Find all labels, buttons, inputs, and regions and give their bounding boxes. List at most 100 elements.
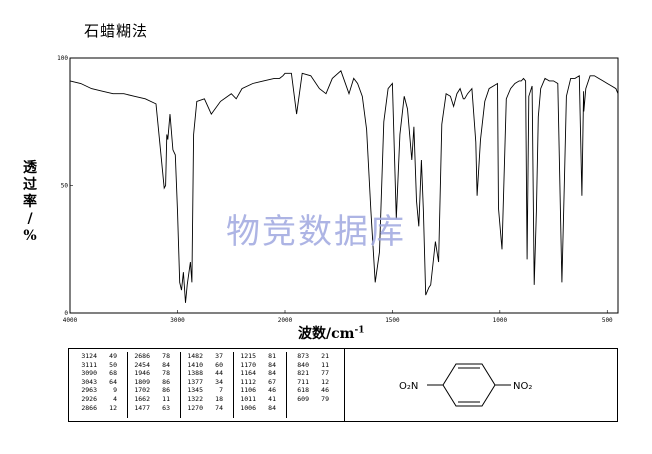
watermark: 物竞数据库 [226, 212, 406, 252]
peak-table-row: 2866 12 [75, 404, 127, 413]
peak-transmittance: 78 [162, 369, 170, 378]
peak-wavenumber: 609 [297, 394, 309, 403]
peak-wavenumber: 1011 [240, 394, 256, 403]
peak-transmittance: 81 [268, 352, 276, 360]
y-axis-label-char: 过 [23, 177, 37, 193]
x-tick-label: 3000 [170, 317, 185, 324]
peak-table-row: 1215 81 [234, 352, 286, 361]
peak-wavenumber: 711 [297, 377, 309, 386]
peak-table-row: 1482 37 [181, 352, 233, 361]
peak-table-row: 1809 86 [128, 378, 180, 387]
peak-wavenumber: 1345 [187, 386, 203, 395]
peak-table-row: 3111 50 [75, 361, 127, 370]
peak-transmittance: 84 [268, 369, 276, 378]
peak-wavenumber: 2866 [81, 403, 97, 412]
peak-transmittance: 7 [219, 386, 223, 395]
peak-wavenumber: 618 [297, 386, 309, 395]
peak-transmittance: 67 [268, 377, 276, 386]
x-tick-label: 4000 [63, 317, 78, 324]
peak-table-row: 3124 49 [75, 352, 127, 361]
y-tick-label: 100 [57, 55, 68, 62]
peak-table-row: 1662 11 [128, 395, 180, 404]
peak-transmittance: 60 [215, 360, 223, 369]
peak-transmittance: 79 [321, 394, 329, 403]
x-tick-label: 1000 [493, 317, 508, 324]
peak-wavenumber: 1946 [134, 369, 150, 378]
peak-wavenumber: 3043 [81, 377, 97, 386]
x-tick-label: 1500 [385, 317, 400, 324]
nitro-group-right: NO₂ [513, 381, 532, 392]
peak-wavenumber: 1377 [187, 377, 203, 386]
peak-wavenumber: 1410 [187, 360, 203, 369]
peak-table-column: 2686 78 2454 84 1946 78 1809 86 1702 86 1662 11 1477… [128, 352, 181, 418]
peak-transmittance: 21 [321, 352, 329, 360]
peak-wavenumber: 3124 [81, 352, 97, 360]
peak-table-column: 3124 49 3111 50 3090 68 3043 64 2963 9 2926 4 2866 12 [75, 352, 128, 418]
peak-table-row: 1322 18 [181, 395, 233, 404]
spectrum-line [69, 70, 619, 303]
peak-table-row: 1112 67 [234, 378, 286, 387]
y-tick-label: 50 [61, 183, 69, 190]
structure-panel: O₂N NO₂ [345, 348, 618, 422]
peak-table-row: 1477 63 [128, 404, 180, 413]
peak-wavenumber: 1006 [240, 403, 256, 412]
peak-table-row: 2963 9 [75, 386, 127, 395]
peak-transmittance: 49 [109, 352, 117, 360]
peak-table-row: 840 11 [287, 361, 340, 370]
peak-table-column: 1482 37 1410 60 1388 44 1377 34 1345 7 1322 18 1270 7… [181, 352, 234, 418]
peak-transmittance: 68 [109, 369, 117, 378]
peak-wavenumber: 1482 [187, 352, 203, 360]
peak-table-row: 3090 68 [75, 369, 127, 378]
peak-table-row: 1270 74 [181, 404, 233, 413]
peak-transmittance: 46 [268, 386, 276, 395]
peak-transmittance: 86 [162, 386, 170, 395]
peak-wavenumber: 873 [297, 352, 309, 360]
y-tick-label: 0 [64, 310, 68, 317]
peak-transmittance: 12 [321, 377, 329, 386]
peak-table-row: 1106 46 [234, 386, 286, 395]
peak-transmittance: 41 [268, 394, 276, 403]
peak-wavenumber: 1106 [240, 386, 256, 395]
peak-table-row: 2454 84 [128, 361, 180, 370]
peak-wavenumber: 1270 [187, 403, 203, 412]
peak-transmittance: 11 [162, 394, 170, 403]
peak-table-row: 609 79 [287, 395, 340, 404]
y-axis-label-char: 率 [23, 194, 37, 210]
peak-table-row: 3043 64 [75, 378, 127, 387]
peak-transmittance: 18 [215, 394, 223, 403]
peak-table-row: 618 46 [287, 386, 340, 395]
peak-table-row: 1345 7 [181, 386, 233, 395]
peak-transmittance: 37 [215, 352, 223, 360]
peak-wavenumber: 2686 [134, 352, 150, 360]
peak-wavenumber: 1164 [240, 369, 256, 378]
peak-transmittance: 4 [113, 394, 117, 403]
nitro-group-left: O₂N [399, 381, 418, 392]
peak-wavenumber: 3090 [81, 369, 97, 378]
y-axis-label: 透 过 率 / % [20, 160, 40, 245]
peak-transmittance: 64 [109, 377, 117, 386]
peak-transmittance: 86 [162, 377, 170, 386]
peak-transmittance: 44 [215, 369, 223, 378]
peak-table-row: 1410 60 [181, 361, 233, 370]
peak-transmittance: 78 [162, 352, 170, 360]
peak-table-column: 873 21 840 11 821 77 711 12 618 46 609 79 [287, 352, 340, 418]
peak-transmittance: 84 [268, 403, 276, 412]
peak-wavenumber: 1702 [134, 386, 150, 395]
peak-wavenumber: 2926 [81, 394, 97, 403]
molecule-structure: O₂N NO₂ [399, 363, 532, 407]
peak-table-row: 2686 78 [128, 352, 180, 361]
peak-table-row: 711 12 [287, 378, 340, 387]
peak-transmittance: 84 [268, 360, 276, 369]
peak-table-row: 873 21 [287, 352, 340, 361]
peak-wavenumber: 1170 [240, 360, 256, 369]
peak-wavenumber: 840 [297, 360, 309, 369]
peak-table-row: 1164 84 [234, 369, 286, 378]
peak-wavenumber: 1477 [134, 403, 150, 412]
method-label: 石蜡糊法 [84, 22, 149, 40]
y-axis-label-slash: / [27, 211, 33, 227]
x-axis-ticks: 4000 3000 2000 1500 1000 500 [63, 310, 613, 324]
peak-table-row: 1377 34 [181, 378, 233, 387]
x-tick-label: 500 [602, 317, 613, 324]
peak-table-row: 1170 84 [234, 361, 286, 370]
